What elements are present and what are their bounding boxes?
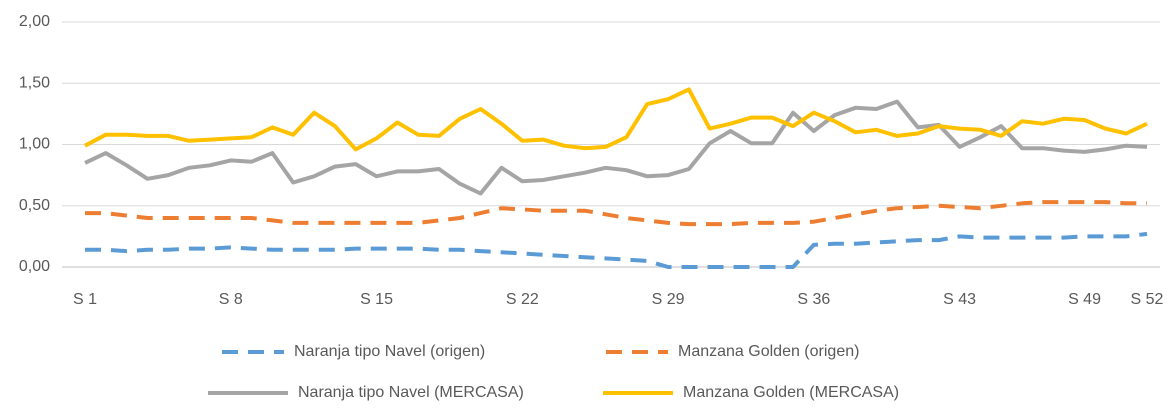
x-tick-label: S 1 bbox=[73, 291, 97, 308]
series-line bbox=[84, 99, 1148, 196]
x-tick-label: S 8 bbox=[219, 291, 243, 308]
x-tick-label: S 15 bbox=[360, 291, 393, 308]
x-tick-label: S 52 bbox=[1131, 291, 1164, 308]
legend-label: Manzana Golden (MERCASA) bbox=[683, 384, 899, 401]
y-tick-label: 2,00 bbox=[19, 13, 50, 30]
x-tick-label: S 49 bbox=[1068, 291, 1101, 308]
y-tick-label: 1,50 bbox=[19, 74, 50, 91]
x-tick-label: S 29 bbox=[652, 291, 685, 308]
series-line bbox=[84, 87, 1148, 152]
series-line bbox=[85, 200, 1147, 227]
series-line bbox=[85, 231, 1148, 269]
y-tick-label: 0,50 bbox=[19, 197, 50, 214]
y-tick-label: 0,00 bbox=[19, 258, 50, 275]
x-tick-label: S 36 bbox=[797, 291, 830, 308]
x-tick-label: S 22 bbox=[506, 291, 539, 308]
legend-label: Manzana Golden (origen) bbox=[678, 343, 859, 360]
legend-label: Naranja tipo Navel (origen) bbox=[294, 343, 485, 360]
x-tick-label: S 43 bbox=[943, 291, 976, 308]
legend-label: Naranja tipo Navel (MERCASA) bbox=[298, 384, 524, 401]
y-tick-label: 1,00 bbox=[19, 136, 50, 153]
